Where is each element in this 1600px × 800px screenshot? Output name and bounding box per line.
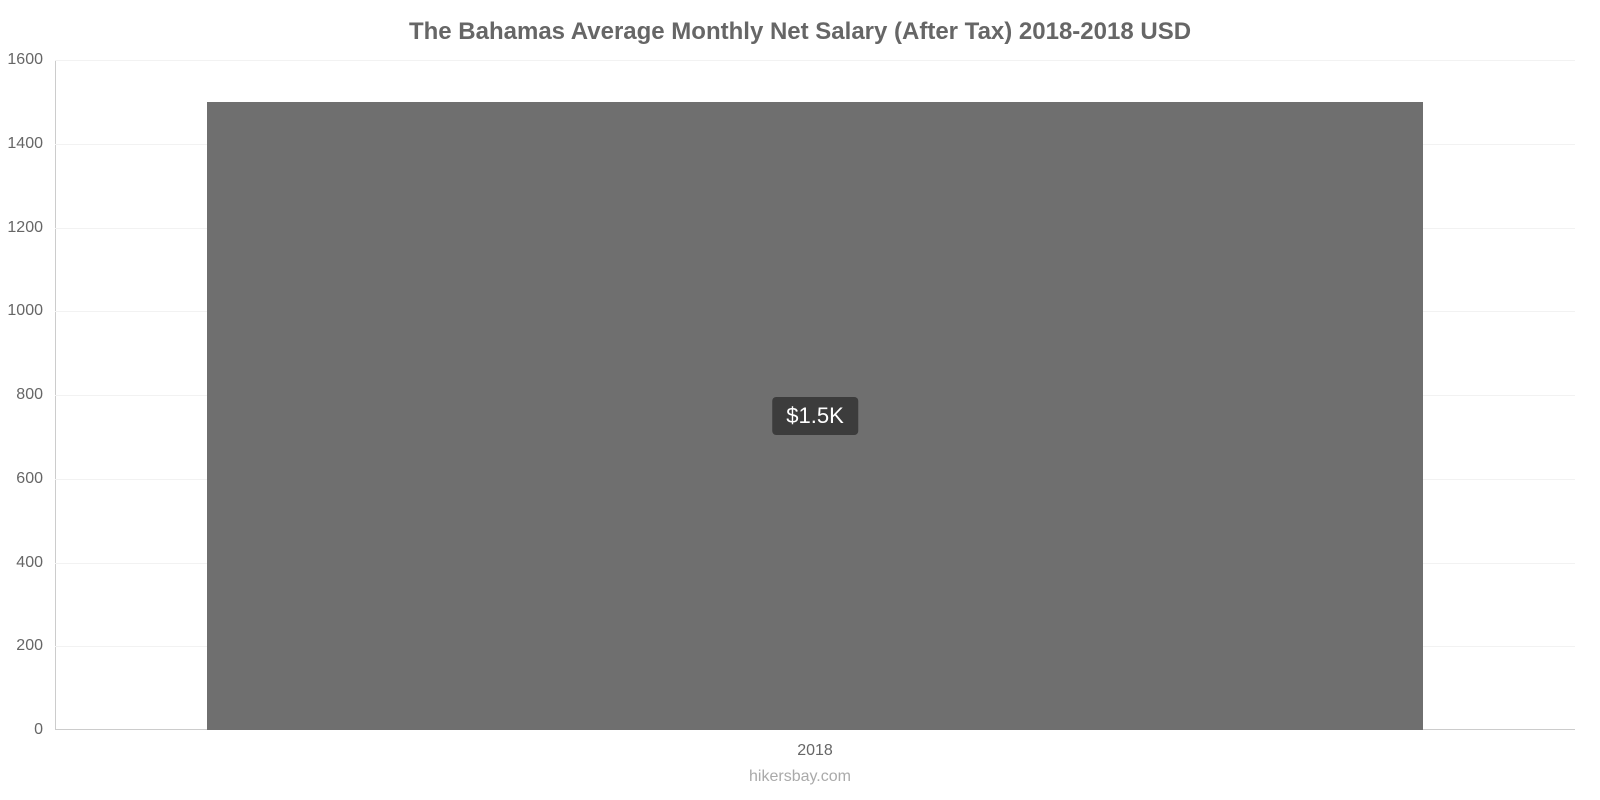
y-tick-label: 1200 [7, 219, 55, 237]
y-tick-label: 600 [16, 470, 55, 488]
y-tick-label: 1600 [7, 51, 55, 69]
attribution: hikersbay.com [0, 768, 1600, 786]
x-tick-label: 2018 [797, 730, 833, 760]
y-tick-label: 400 [16, 554, 55, 572]
y-tick-label: 0 [34, 721, 55, 739]
y-tick-label: 800 [16, 386, 55, 404]
chart-title: The Bahamas Average Monthly Net Salary (… [0, 18, 1600, 46]
y-tick-label: 200 [16, 637, 55, 655]
gridline [55, 60, 1575, 61]
y-tick-label: 1000 [7, 302, 55, 320]
chart-container: The Bahamas Average Monthly Net Salary (… [0, 0, 1600, 800]
plot-area: 020040060080010001200140016002018$1.5K [55, 60, 1575, 730]
value-badge: $1.5K [772, 397, 858, 435]
y-tick-label: 1400 [7, 135, 55, 153]
